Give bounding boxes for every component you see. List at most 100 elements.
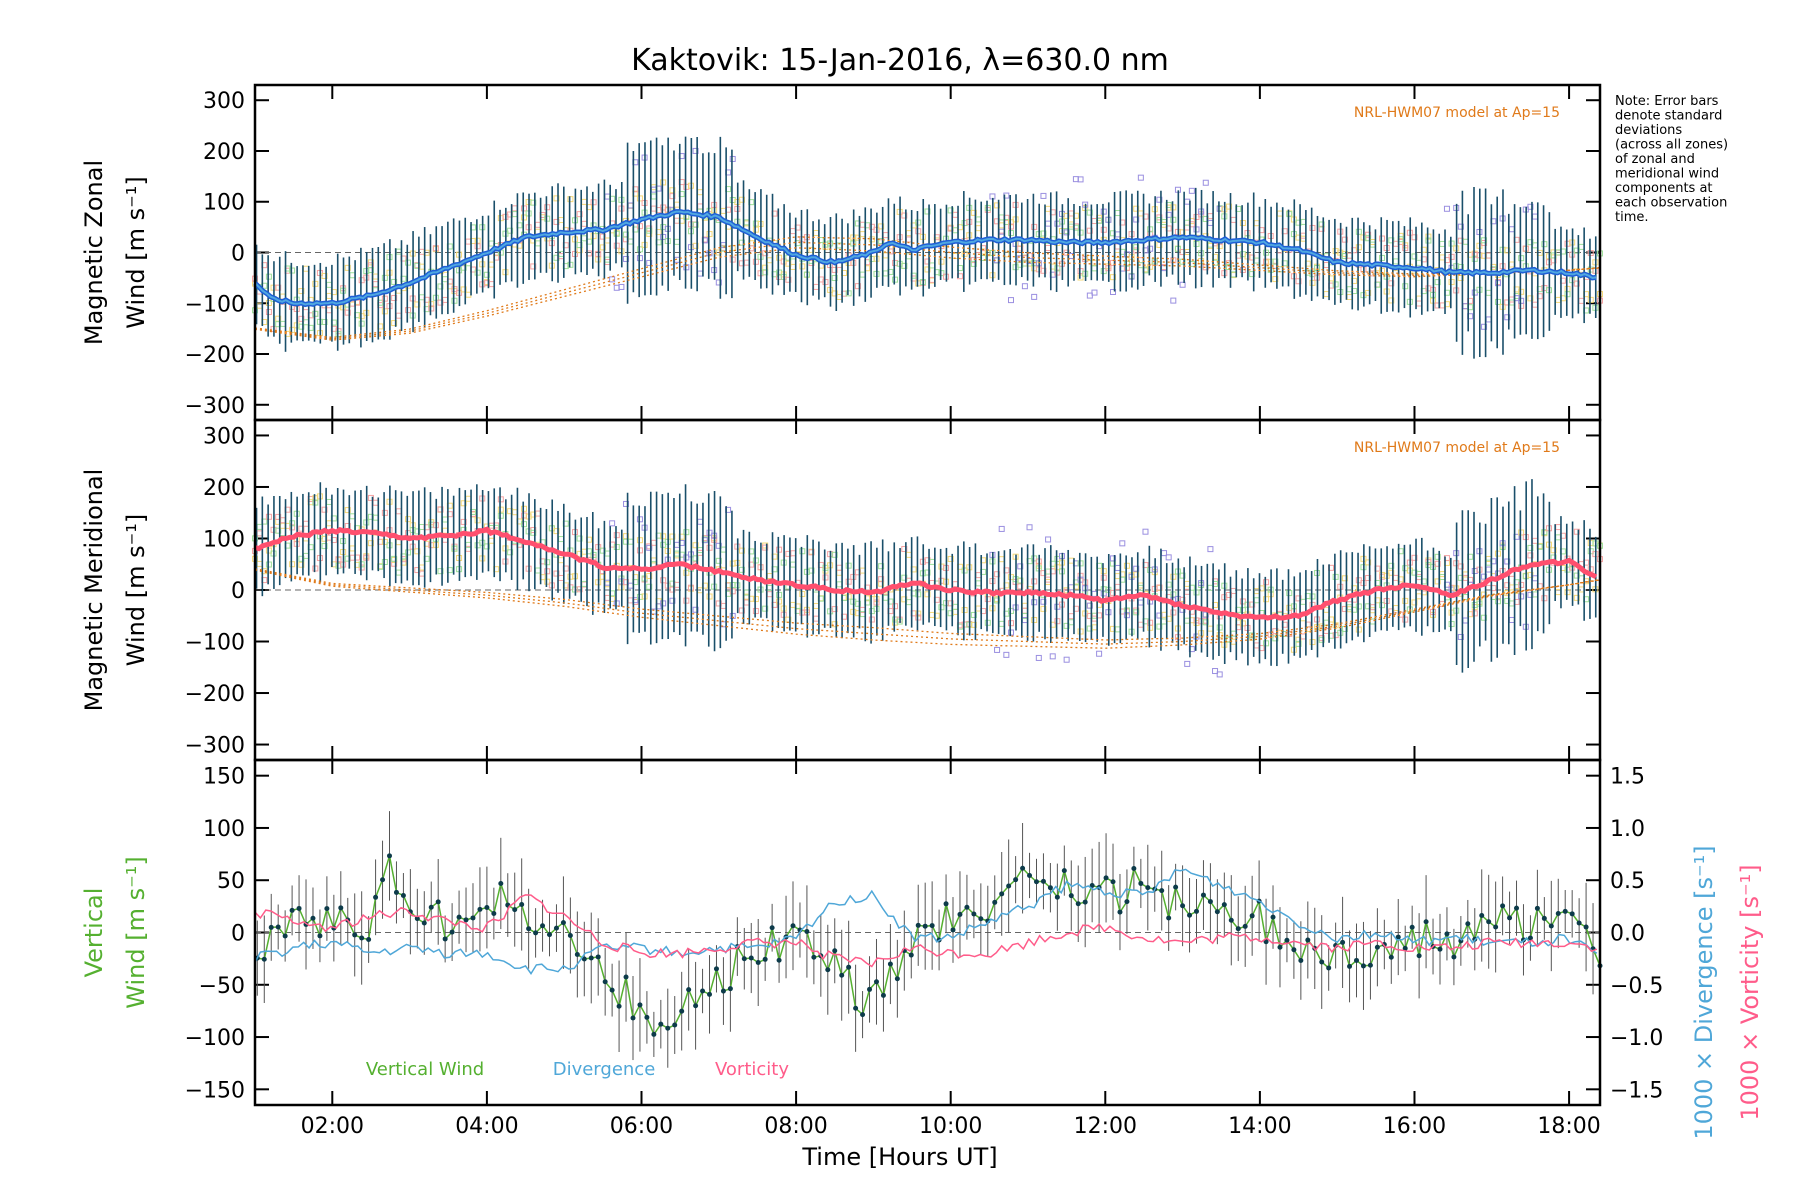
scatter-point (1202, 619, 1209, 626)
scatter-point (975, 216, 982, 223)
vertical-wind-point (512, 907, 518, 913)
vertical-wind-point (992, 899, 998, 905)
scatter-point (831, 275, 838, 282)
scatter-point (1086, 602, 1093, 609)
scatter-point (1230, 216, 1237, 223)
note-line: components at (1615, 181, 1713, 196)
vertical-wind-point (526, 926, 532, 932)
scatter-point (1212, 668, 1219, 675)
vertical-wind-point (533, 930, 539, 936)
y-tick-label: −150 (185, 1078, 245, 1103)
vertical-wind-point (790, 923, 796, 929)
vertical-wind-point (380, 877, 386, 883)
vertical-wind-point (1569, 911, 1575, 917)
scatter-point (1110, 555, 1117, 562)
y-tick-label: 50 (217, 869, 245, 894)
scatter-point (790, 561, 796, 568)
y-axis-label-line2: Wind [m s⁻¹] (122, 856, 150, 1008)
vertical-wind-point (860, 1012, 866, 1018)
scatter-point (947, 207, 954, 214)
y-tick-label: 100 (203, 817, 245, 842)
scatter-point (437, 506, 444, 513)
scatter-point (692, 606, 699, 613)
vertical-wind-point (547, 932, 553, 938)
vertical-wind-point (1347, 963, 1353, 969)
scatter-point (1110, 274, 1117, 281)
scatter-point (1017, 245, 1024, 252)
scatter-point (924, 258, 931, 265)
scatter-point (1318, 623, 1325, 630)
scatter-point (669, 586, 676, 593)
scatter-point (1249, 601, 1256, 608)
scatter-point (692, 242, 699, 249)
right-y-tick-label: −1.0 (1610, 1026, 1663, 1051)
scatter-point (836, 569, 843, 576)
scatter-point (1049, 653, 1056, 660)
scatter-point (1481, 614, 1488, 621)
vertical-wind-point (1159, 888, 1165, 894)
vertical-wind-point (1082, 899, 1088, 905)
vertical-wind-point (1555, 910, 1561, 916)
scatter-point (460, 518, 467, 525)
scatter-point (1091, 265, 1098, 272)
scatter-point (321, 319, 328, 326)
vertical-wind-point (908, 952, 914, 958)
scatter-point (650, 557, 657, 564)
scatter-point (609, 276, 616, 283)
right-y-tick-label: 1.5 (1610, 765, 1645, 790)
scatter-point (975, 580, 982, 587)
model-label: NRL-HWM07 model at Ap=15 (1354, 440, 1560, 456)
vertical-wind-point (261, 956, 267, 962)
vertical-wind-point (679, 1008, 685, 1014)
scatter-point (952, 581, 959, 588)
scatter-point (558, 536, 565, 543)
scatter-point (813, 283, 820, 290)
scatter-point (1063, 229, 1070, 236)
scatter-point (367, 267, 374, 274)
scatter-point (1485, 316, 1492, 323)
scatter-point (1086, 255, 1093, 262)
vertical-wind-point (310, 915, 316, 921)
x-tick-label: 10:00 (919, 1114, 982, 1139)
scatter-point (414, 528, 421, 535)
scatter-point (1527, 239, 1534, 246)
scatter-point (1416, 300, 1423, 307)
scatter-point (534, 567, 541, 574)
scatter-point (901, 574, 908, 581)
vertical-wind-point (484, 905, 490, 911)
vertical-wind-point (727, 986, 733, 992)
scatter-point (924, 591, 931, 598)
scatter-point (599, 573, 606, 580)
y-tick-label: 100 (203, 191, 245, 216)
vertical-wind-point (268, 924, 274, 930)
scatter-point (1485, 289, 1492, 296)
scatter-point (1578, 297, 1585, 304)
vertical-wind-point (1583, 924, 1589, 930)
vertical-wind-point (553, 925, 559, 931)
scatter-point (460, 286, 467, 293)
scatter-point (1578, 586, 1585, 593)
scatter-point (344, 264, 351, 271)
scatter-point (576, 586, 583, 593)
scatter-point (1007, 297, 1014, 304)
scatter-point (1346, 294, 1353, 301)
scatter-point (1133, 565, 1140, 572)
y-tick-label: −200 (185, 343, 245, 368)
vertical-wind-point (456, 914, 462, 920)
scatter-point (1388, 569, 1395, 576)
model-line (254, 569, 1601, 649)
scatter-point (442, 516, 449, 523)
y-axis-label-line2: Wind [m s⁻¹] (122, 514, 150, 666)
scatter-point (697, 518, 704, 525)
scatter-point (1086, 227, 1093, 234)
divergence-line (254, 868, 1598, 975)
vertical-wind-point (1103, 875, 1109, 881)
scatter-point (465, 291, 472, 298)
scatter-point (1040, 230, 1047, 237)
scatter-point (1156, 584, 1163, 591)
vertical-wind-point (1479, 912, 1485, 918)
scatter-point (558, 557, 565, 564)
scatter-point (692, 555, 699, 562)
vertical-wind-point (1061, 868, 1067, 874)
